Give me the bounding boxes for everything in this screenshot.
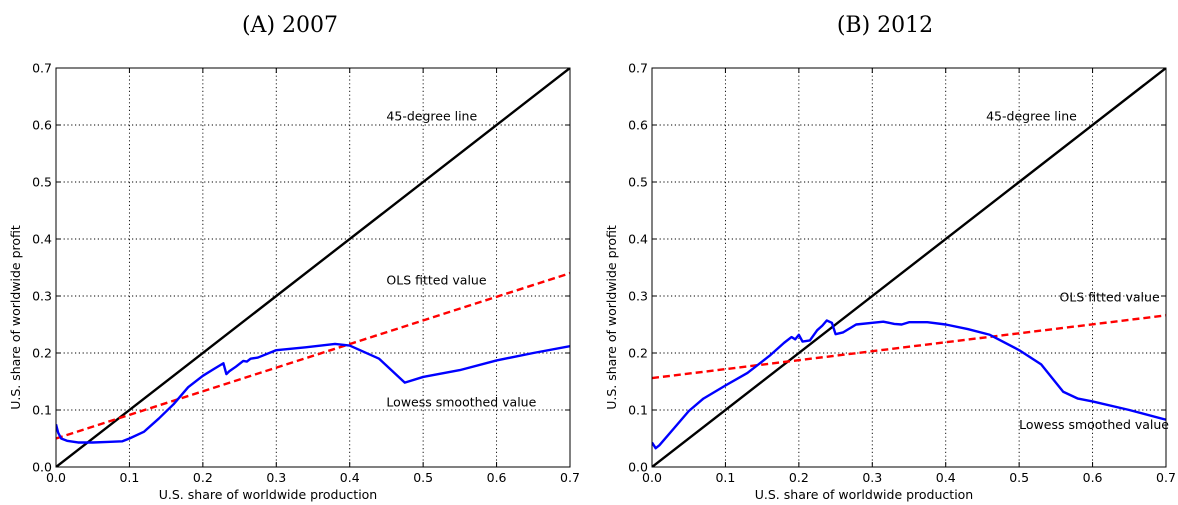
x-tick-label: 0.5 bbox=[1009, 470, 1029, 485]
x-tick-label: 0.1 bbox=[119, 470, 139, 485]
panel-title: (B) 2012 bbox=[837, 13, 933, 38]
x-tick-label: 0.2 bbox=[789, 470, 809, 485]
series-line-45-degree-line bbox=[652, 68, 1166, 467]
series-line-lowess-smoothed-value bbox=[652, 319, 1166, 450]
series-line-lowess-smoothed-value bbox=[56, 342, 570, 444]
y-tick-label: 0.0 bbox=[32, 460, 52, 475]
y-tick-label: 0.5 bbox=[628, 175, 648, 190]
plot-frame bbox=[55, 67, 571, 468]
x-tick-label: 0.6 bbox=[487, 470, 507, 485]
y-tick-label: 0.1 bbox=[628, 403, 648, 418]
series-annotation: 45-degree line bbox=[386, 108, 477, 123]
x-tick-label: 0.7 bbox=[560, 470, 580, 485]
y-tick-label: 0.5 bbox=[32, 175, 52, 190]
y-tick-label: 0.6 bbox=[32, 118, 52, 133]
y-tick-label: 0.3 bbox=[628, 289, 648, 304]
x-tick-label: 0.2 bbox=[193, 470, 213, 485]
series-annotation: Lowess smoothed value bbox=[386, 395, 536, 410]
series-line-ols-fitted-value bbox=[56, 272, 570, 440]
x-tick-label: 0.6 bbox=[1083, 470, 1103, 485]
y-tick-label: 0.7 bbox=[628, 61, 648, 76]
x-tick-label: 0.1 bbox=[715, 470, 735, 485]
plot-frame bbox=[651, 67, 1167, 468]
x-tick-label: 0.0 bbox=[46, 470, 66, 485]
series-line-ols-fitted-value bbox=[652, 314, 1166, 380]
series-group bbox=[652, 68, 1166, 467]
y-tick-label: 0.3 bbox=[32, 289, 52, 304]
series-annotation: 45-degree line bbox=[986, 108, 1077, 123]
x-tick-label: 0.7 bbox=[1156, 470, 1176, 485]
y-axis-label: U.S. share of worldwide profit bbox=[8, 225, 23, 410]
x-axis-label: U.S. share of worldwide production bbox=[159, 487, 377, 502]
y-tick-label: 0.6 bbox=[628, 118, 648, 133]
series-annotation: OLS fitted value bbox=[1060, 290, 1160, 305]
y-tick-label: 0.2 bbox=[628, 346, 648, 361]
x-tick-label: 0.5 bbox=[413, 470, 433, 485]
series-annotation: OLS fitted value bbox=[386, 273, 486, 288]
panel-2012: (B) 2012 0.0 0.1 0.2 0.3 0.4 0.5 0.6 0.7 0.0 0.1 0.… bbox=[604, 13, 1176, 502]
y-tick-label: 0.0 bbox=[628, 460, 648, 475]
series-group bbox=[56, 68, 570, 467]
panel-2007: (A) 2007 0.0 0.1 0.2 0.3 0.4 0.5 0.6 0.7 0.0 0.1 0.… bbox=[8, 13, 580, 502]
y-tick-label: 0.4 bbox=[32, 232, 52, 247]
y-tick-label: 0.7 bbox=[32, 61, 52, 76]
x-axis-label: U.S. share of worldwide production bbox=[755, 487, 973, 502]
y-tick-label: 0.1 bbox=[32, 403, 52, 418]
x-tick-label: 0.3 bbox=[266, 470, 286, 485]
series-line-45-degree-line bbox=[56, 68, 570, 467]
x-tick-label: 0.3 bbox=[862, 470, 882, 485]
y-axis-label: U.S. share of worldwide profit bbox=[604, 225, 619, 410]
y-tick-label: 0.2 bbox=[32, 346, 52, 361]
y-tick-label: 0.4 bbox=[628, 232, 648, 247]
x-tick-label: 0.4 bbox=[340, 470, 360, 485]
x-tick-label: 0.4 bbox=[936, 470, 956, 485]
panel-title: (A) 2007 bbox=[242, 13, 338, 38]
series-annotation: Lowess smoothed value bbox=[1019, 417, 1169, 432]
x-tick-label: 0.0 bbox=[642, 470, 662, 485]
